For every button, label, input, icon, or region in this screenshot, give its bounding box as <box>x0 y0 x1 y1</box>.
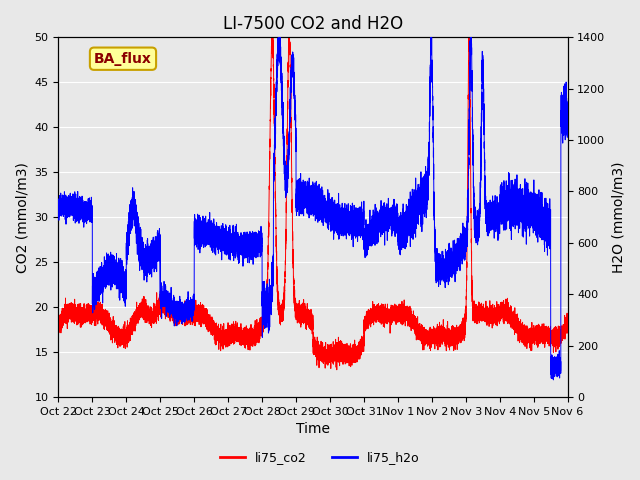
X-axis label: Time: Time <box>296 422 330 436</box>
Text: BA_flux: BA_flux <box>94 52 152 66</box>
Y-axis label: H2O (mmol/m3): H2O (mmol/m3) <box>611 161 625 273</box>
Title: LI-7500 CO2 and H2O: LI-7500 CO2 and H2O <box>223 15 403 33</box>
Y-axis label: CO2 (mmol/m3): CO2 (mmol/m3) <box>15 162 29 273</box>
Legend: li75_co2, li75_h2o: li75_co2, li75_h2o <box>215 446 425 469</box>
